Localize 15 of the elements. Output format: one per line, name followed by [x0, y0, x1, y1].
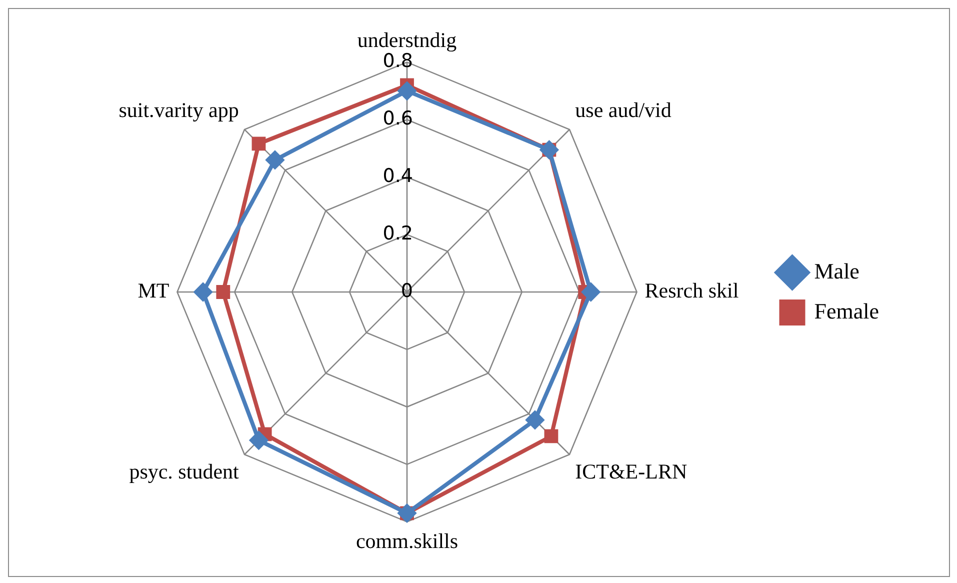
spoke-label: comm.skills [356, 528, 458, 553]
spoke-label: MT [138, 278, 170, 303]
y-tick-label: 0.4 [382, 165, 413, 188]
spoke-label: suit.varity app [118, 98, 239, 122]
spoke-label: understndig [357, 28, 458, 52]
legend-label: Female [814, 298, 880, 324]
spoke-label: psyc. student [129, 459, 240, 484]
spoke-label: Resrch skil [644, 278, 739, 303]
y-tick-label: 0.8 [382, 50, 413, 72]
spoke-label: ICT&E-LRN [575, 459, 688, 484]
y-tick-label: 0.6 [382, 108, 413, 130]
y-tick-label: 0.2 [382, 222, 413, 244]
spoke-label: use aud/vid [575, 98, 672, 122]
legend-label: Male [814, 258, 860, 284]
y-tick-label: 0 [400, 280, 413, 302]
